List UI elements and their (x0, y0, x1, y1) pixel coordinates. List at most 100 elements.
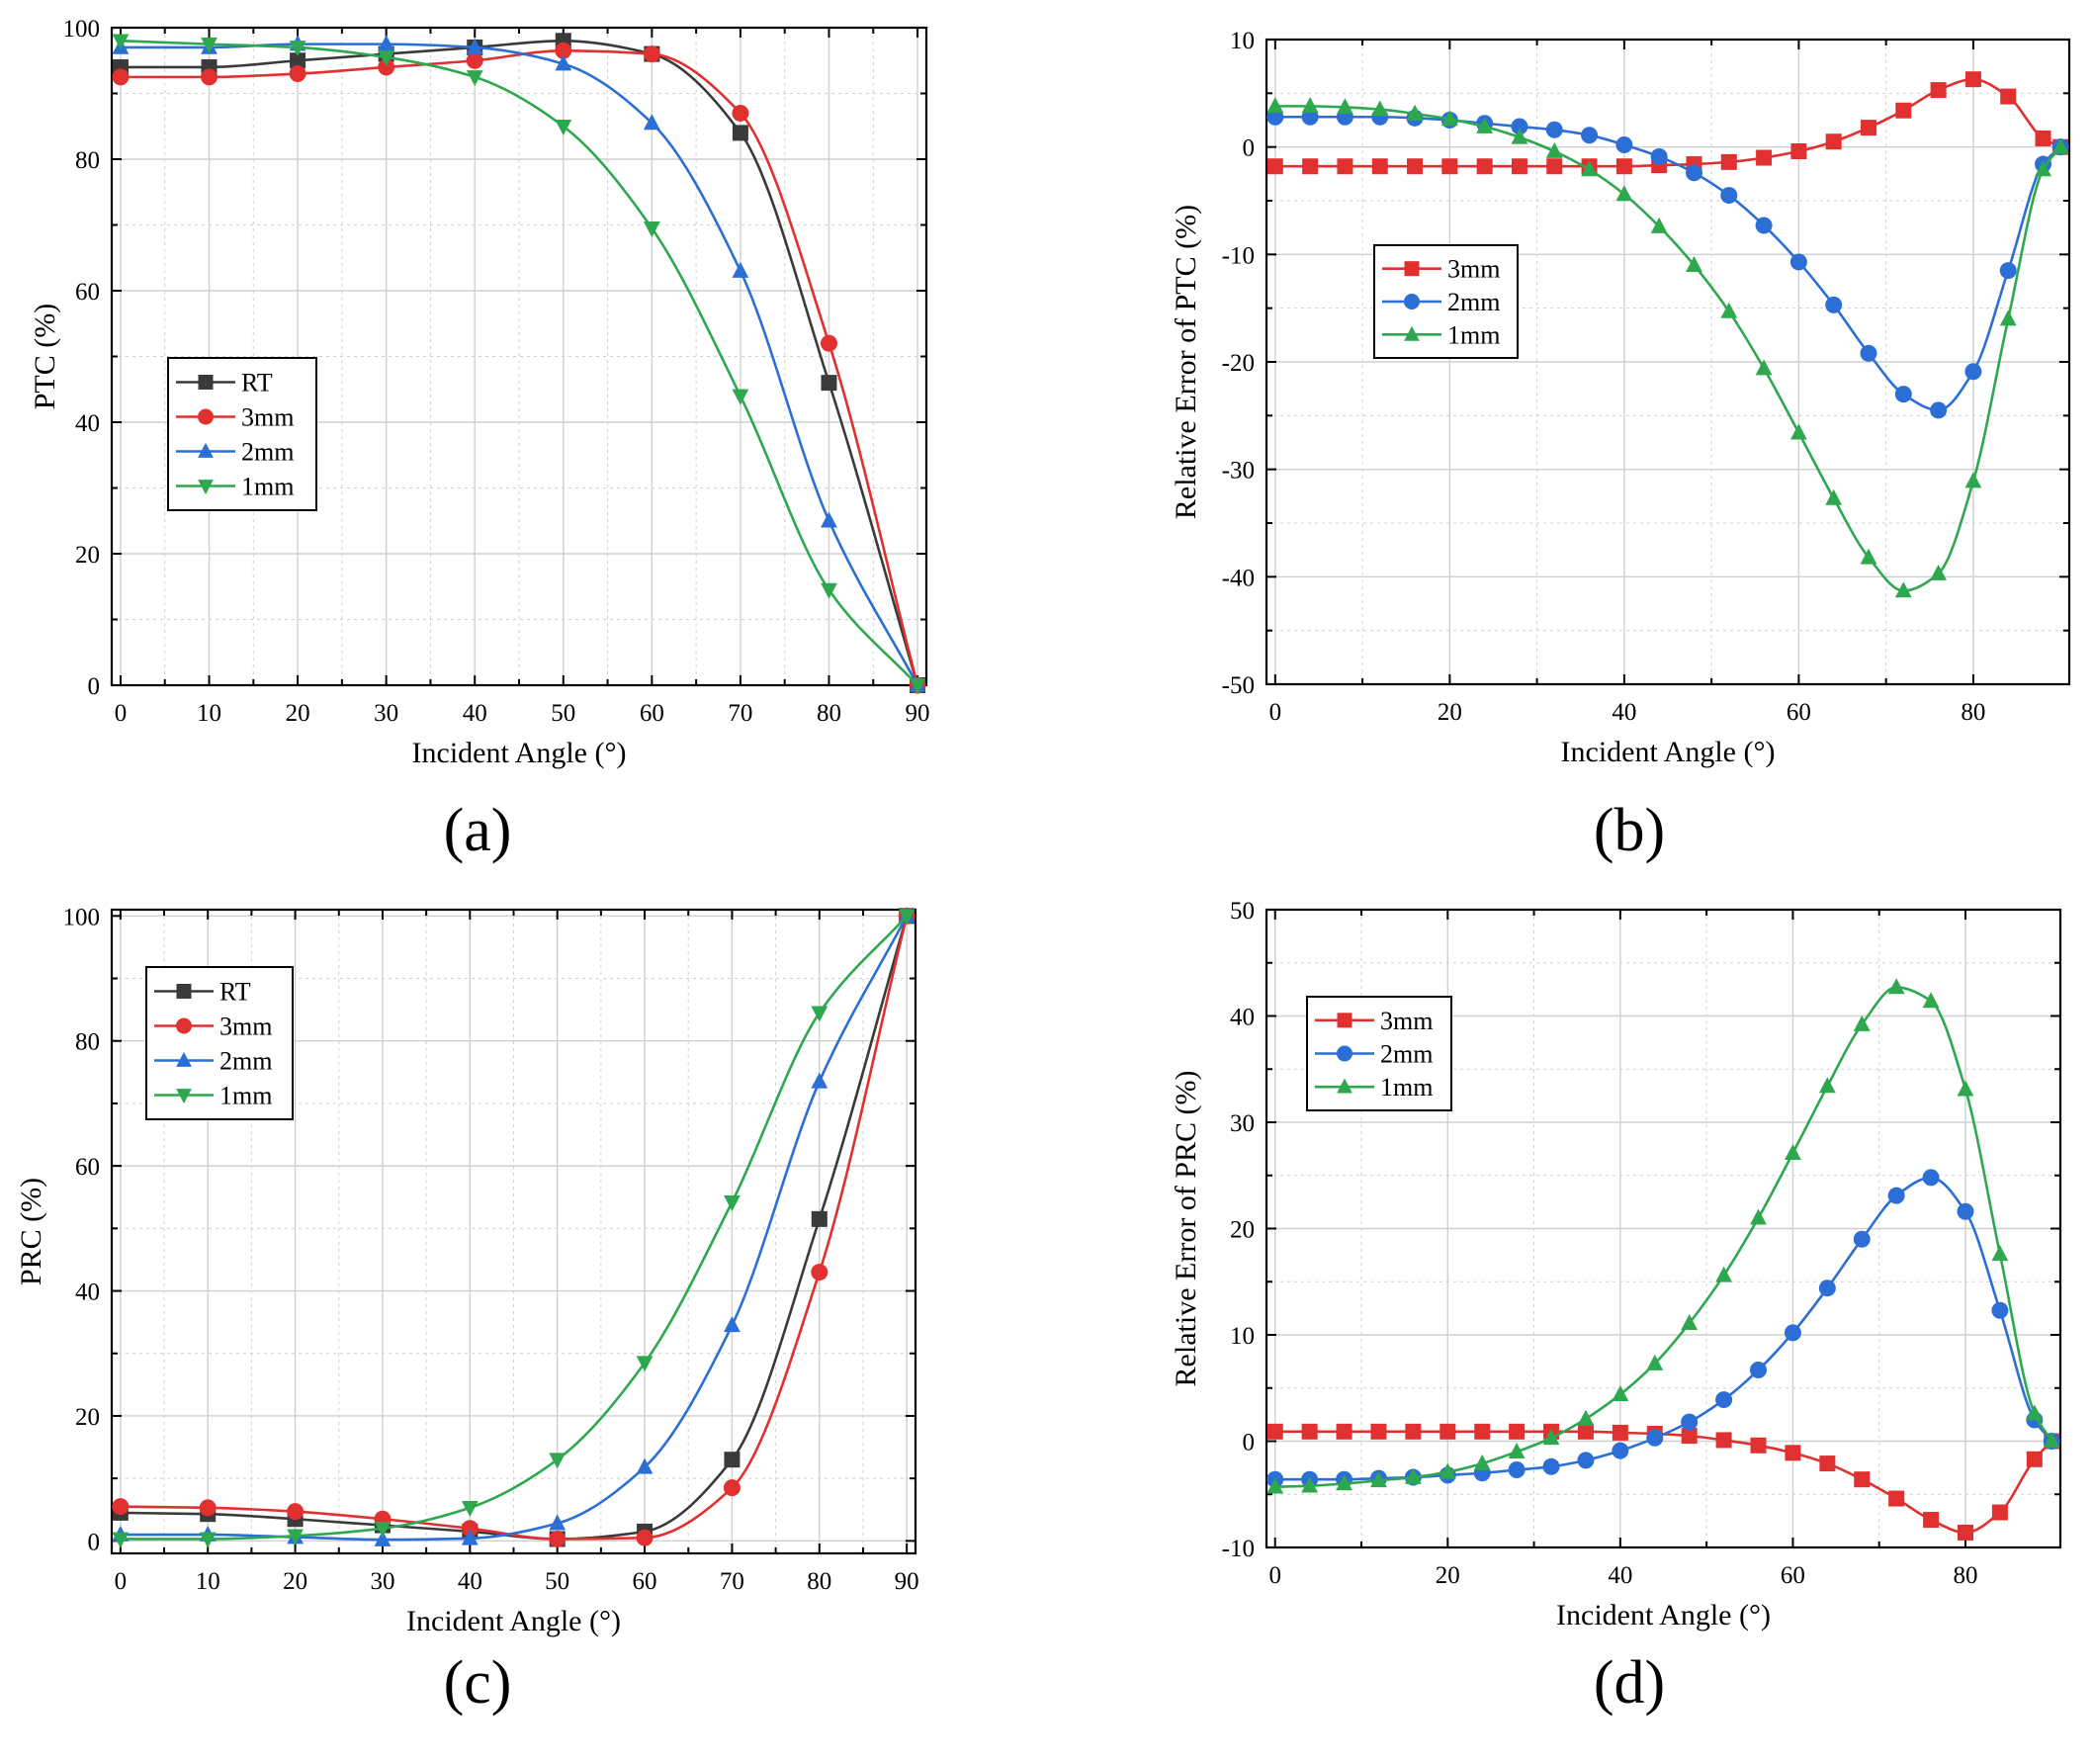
data-point-1mm (1999, 309, 2017, 326)
y-tick-label: 0 (1243, 1430, 1256, 1456)
data-point-2mm (1720, 187, 1738, 205)
data-point-1mm (466, 70, 483, 87)
data-point-3mm (1546, 158, 1563, 175)
x-tick-label: 40 (1612, 699, 1636, 726)
legend-marker-2mm (198, 442, 214, 458)
data-point-1mm (287, 1529, 304, 1545)
data-point-1mm (549, 1453, 567, 1469)
x-tick-label: 40 (463, 700, 487, 727)
data-point-1mm (1922, 992, 1940, 1009)
data-point-1mm (112, 34, 130, 50)
legend-marker-1mm (1337, 1078, 1352, 1094)
legend-marker-1mm (176, 1089, 192, 1104)
data-point-3mm (201, 68, 218, 86)
data-point-3mm (461, 1520, 479, 1538)
y-tick-label: -40 (1222, 565, 1255, 591)
data-point-1mm (1581, 160, 1598, 177)
data-point-3mm (2026, 1451, 2043, 1467)
series-2mm (1266, 1169, 2060, 1488)
data-point-2mm (1789, 253, 1807, 271)
chart-c: 0 10 20 30 40 50 60 70 80 90 0 20 40 60 80 100 Incident … (15, 904, 919, 1717)
data-point-1mm (1686, 256, 1702, 272)
y-tick-label: 40 (75, 410, 100, 437)
x-tick-label: 70 (720, 1568, 744, 1595)
data-point-1mm (1750, 1208, 1767, 1225)
data-point-1mm (1615, 185, 1633, 202)
data-point-1mm (811, 1006, 828, 1022)
data-point-3mm (636, 1529, 654, 1546)
legend-label-RT: RT (241, 369, 273, 397)
data-point-1mm (1825, 488, 1843, 505)
axis-ticks (112, 27, 926, 686)
data-point-1mm (1715, 1266, 1732, 1282)
series-3mm (1266, 71, 2069, 175)
data-point-1mm (2043, 1432, 2060, 1449)
data-point-1mm (1406, 104, 1424, 121)
data-point-2mm (1784, 1324, 1801, 1342)
y-tick-label: 40 (1230, 1005, 1255, 1031)
data-point-3mm (1854, 1471, 1871, 1488)
data-point-1mm (1720, 302, 1738, 318)
data-point-1mm (1440, 110, 1458, 127)
y-axis-title: Relative Error of PRC (%) (1170, 1071, 1202, 1387)
legend-marker-2mm (1337, 1045, 1352, 1062)
data-point-2mm (461, 1529, 479, 1545)
data-point-2mm (1999, 262, 2017, 280)
x-axis-title: Incident Angle (°) (406, 1605, 621, 1637)
data-point-2mm (1930, 401, 1948, 419)
y-tick-label: -50 (1222, 672, 1255, 699)
data-point-3mm (1819, 1455, 1836, 1472)
data-point-2mm (1964, 363, 1982, 381)
legend-marker-1mm (198, 480, 214, 495)
data-point-1mm (1887, 978, 1905, 995)
data-point-3mm (1681, 1428, 1698, 1445)
data-point-1mm (821, 582, 837, 599)
data-point-1mm (1818, 1077, 1836, 1094)
legend-label-3mm: 3mm (241, 403, 294, 432)
data-point-1mm (201, 37, 218, 53)
y-axis-title: PRC (%) (15, 1178, 47, 1285)
data-point-2mm (1681, 1413, 1699, 1431)
series-1mm (1266, 97, 2069, 598)
data-point-2mm (1755, 217, 1773, 234)
y-tick-label: 0 (88, 1529, 101, 1555)
data-point-1mm (1337, 98, 1353, 115)
data-point-1mm (378, 50, 395, 67)
data-point-1mm (2035, 160, 2051, 177)
data-point-1mm (374, 1521, 392, 1538)
data-point-1mm (1473, 1454, 1491, 1470)
legend: 3mm 2mm 1mm (1306, 996, 1452, 1111)
data-point-3mm (1577, 1423, 1594, 1440)
data-point-2mm (1991, 1301, 2009, 1319)
data-point-3mm (1511, 158, 1527, 175)
x-axis-title: Incident Angle (°) (1556, 1599, 1771, 1632)
legend-marker-3mm (198, 408, 214, 425)
data-point-1mm (1542, 1429, 1560, 1446)
data-point-1mm (461, 1501, 479, 1518)
data-point-1mm (636, 1356, 654, 1372)
y-tick-label: 40 (75, 1279, 100, 1306)
data-point-3mm (1370, 1423, 1387, 1440)
y-tick-label: 60 (75, 279, 100, 306)
legend: 3mm 2mm 1mm (1373, 244, 1519, 359)
data-point-3mm (2000, 88, 2017, 105)
data-point-1mm (1476, 117, 1494, 133)
data-point-RT (732, 125, 748, 141)
data-point-1mm (643, 221, 660, 238)
legend-label-1mm: 1mm (241, 473, 294, 501)
legend-label-2mm: 2mm (1447, 288, 1500, 316)
y-tick-label: 20 (75, 542, 100, 569)
data-point-3mm (1405, 1423, 1422, 1440)
y-tick-label: 60 (75, 1154, 100, 1181)
series-1mm (112, 34, 926, 695)
data-point-1mm (199, 1532, 217, 1548)
x-axis-title: Incident Angle (°) (1561, 736, 1776, 768)
x-tick-label: 90 (906, 700, 930, 727)
data-point-3mm (1756, 149, 1773, 166)
data-point-3mm (1407, 158, 1424, 175)
data-point-3mm (1439, 1423, 1456, 1440)
axis-ticks (1266, 909, 2060, 1548)
data-point-1mm (112, 1532, 130, 1548)
data-point-1mm (1646, 1354, 1664, 1370)
